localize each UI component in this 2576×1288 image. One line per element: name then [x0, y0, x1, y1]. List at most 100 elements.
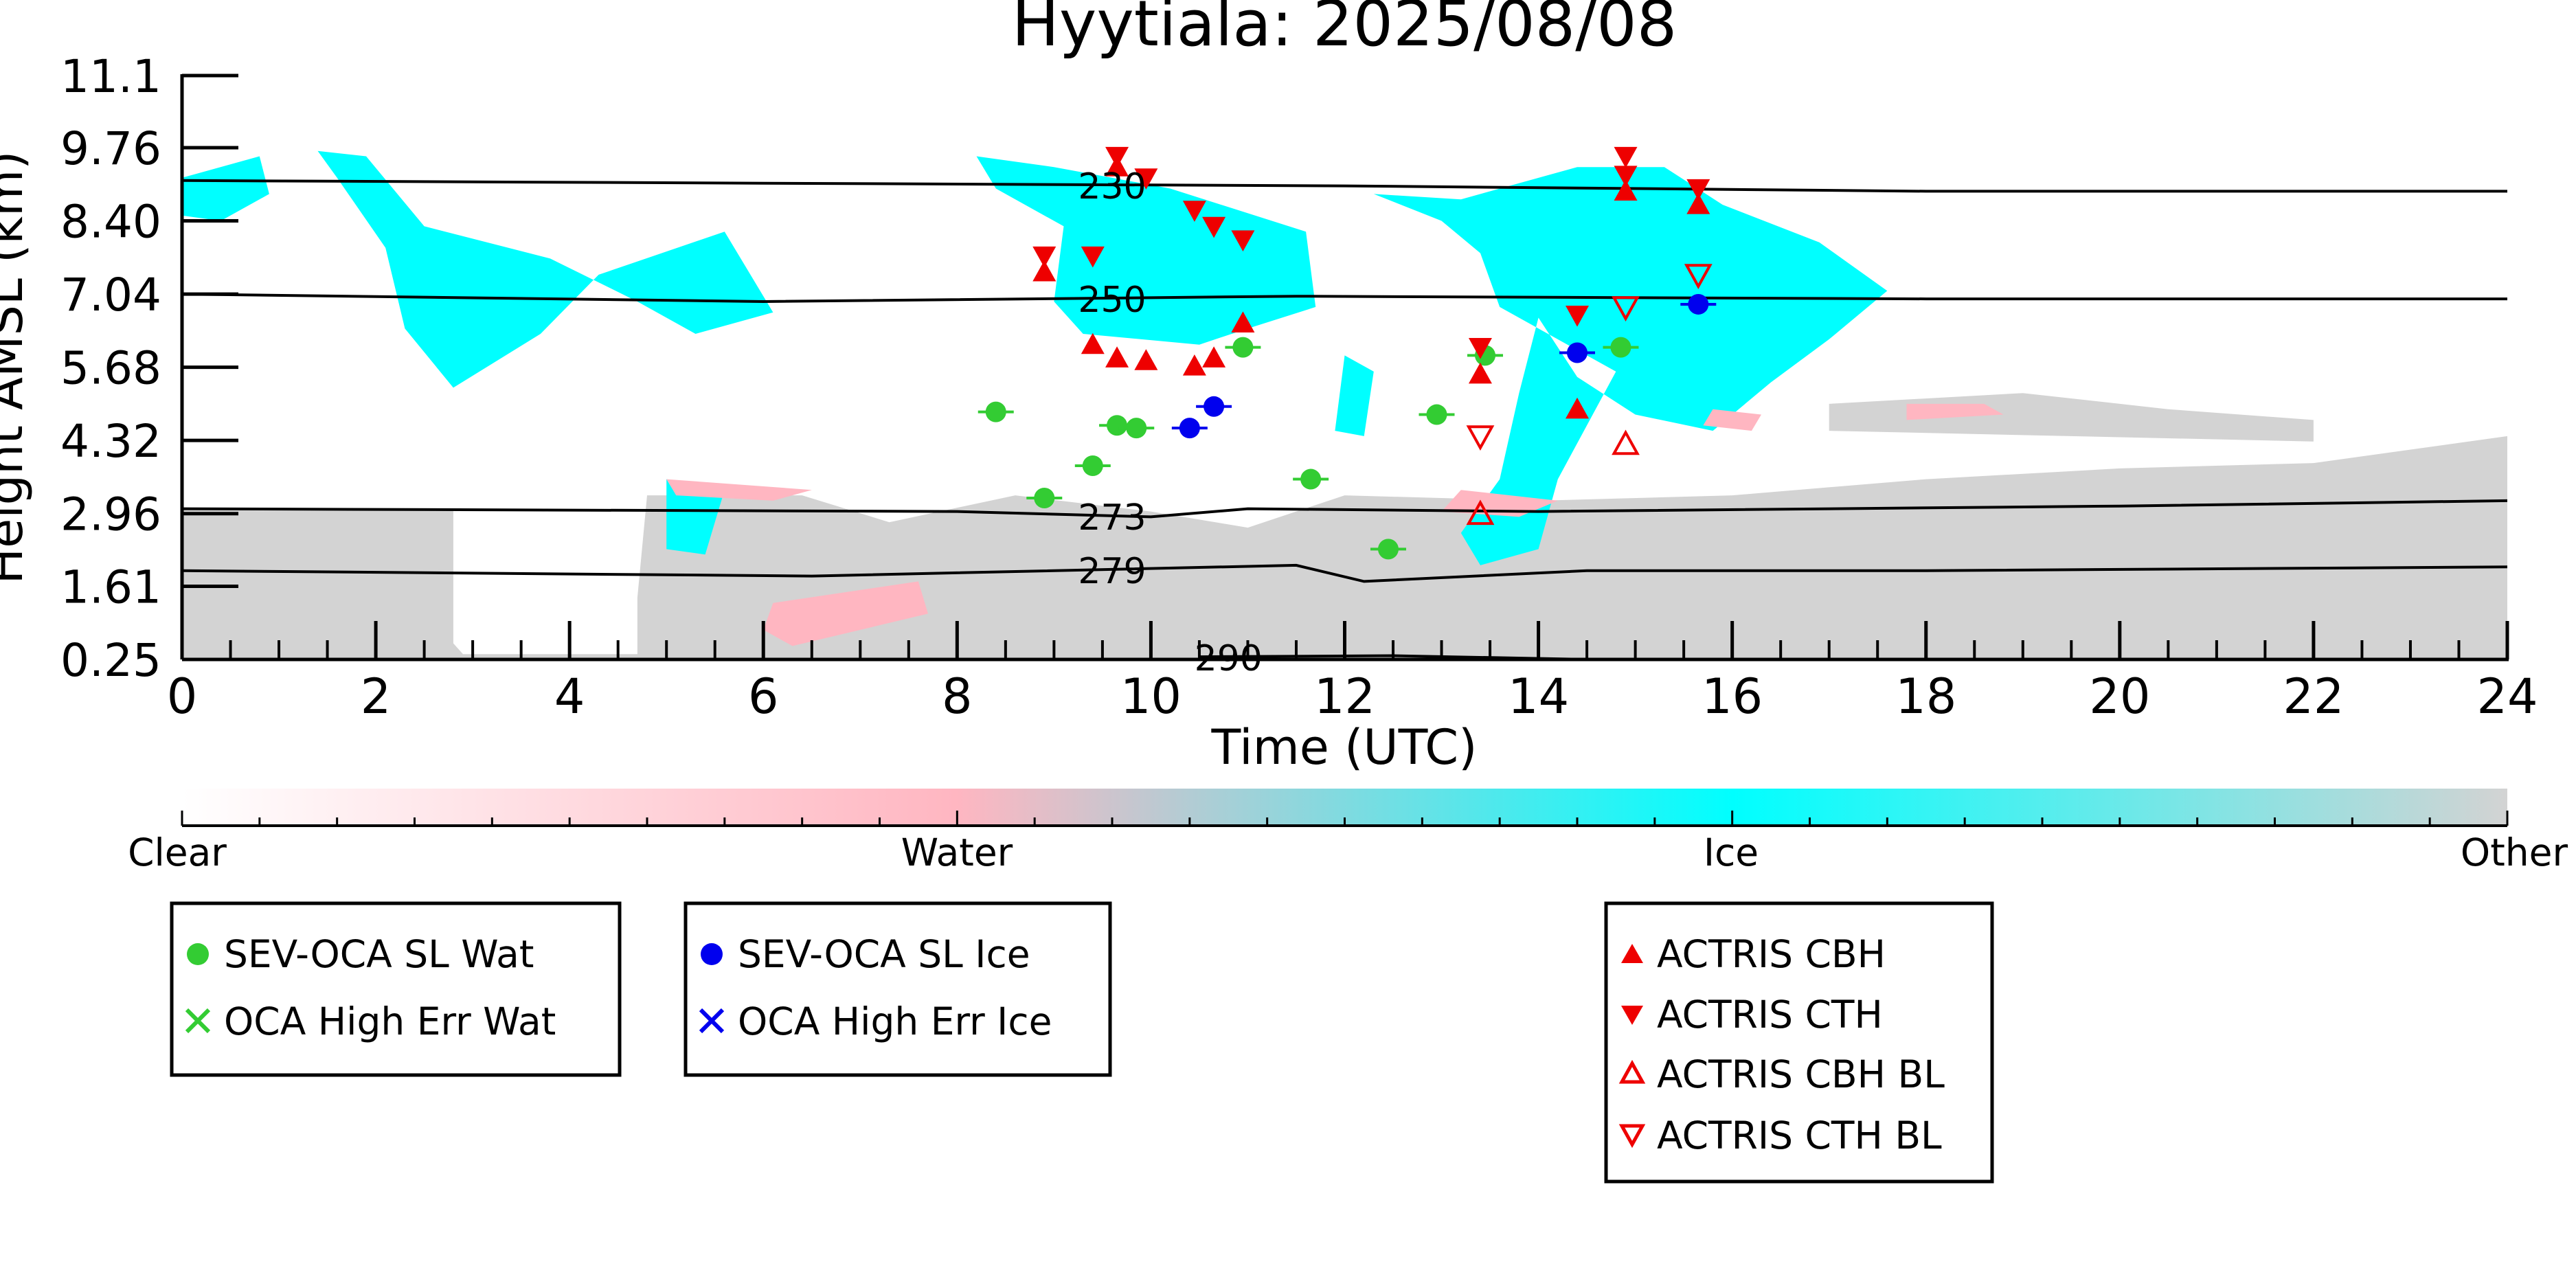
isotherm-line-273: [182, 499, 2507, 519]
actris-cbh-bl-point-0: [1466, 499, 1495, 526]
actris-cth-point-4: [1182, 201, 1206, 222]
water-region-2: [666, 479, 812, 501]
sev-oca-sl-wat-point-2: [1082, 455, 1103, 476]
cloud-phase-field: [182, 150, 2507, 659]
observation-markers: [978, 146, 1717, 560]
y-tick-label-6: 8.40: [60, 196, 161, 249]
actris-cbh-point-9: [1566, 397, 1589, 419]
legend-sev-oca-ice-marker: [701, 943, 723, 965]
legend-actris: ACTRIS CBH ACTRIS CTH ACTRIS CBH BL ACTR…: [1604, 901, 1994, 1184]
actris-cth-point-1: [1081, 246, 1105, 268]
sev-oca-sl-ice-point-0: [1179, 418, 1200, 439]
actris-cth-point-5: [1202, 216, 1226, 238]
actris-cth-point-8: [1566, 306, 1589, 327]
actris-cbh-point-5: [1182, 354, 1206, 376]
y-tick-label-0: 0.25: [60, 634, 161, 687]
legend-actris-cbh-bl-marker: [1618, 1059, 1646, 1084]
y-tick-label-5: 7.04: [60, 269, 161, 321]
actris-cbh-point-11: [1686, 193, 1710, 214]
legend-ice-box: [683, 901, 1112, 1077]
x-tick-label-20: 20: [2089, 668, 2150, 725]
actris-cth-bl-point-2: [1684, 264, 1713, 289]
x-tick-label-18: 18: [1895, 668, 1956, 725]
axes: 0 2 4 6 8 10 12 14 16 18 20 22 240.251.612.964.325.6…: [60, 50, 2538, 725]
y-axis-label: Height AMSL (km): [0, 151, 34, 585]
isotherm-line-230: [182, 179, 2507, 193]
isotherm-label-273: 273: [1078, 497, 1146, 539]
actris-cbh-point-1: [1081, 332, 1105, 354]
isotherm-label-230: 230: [1078, 166, 1146, 207]
colorbar-ticks: [181, 811, 2509, 827]
sev-oca-sl-ice-point-3: [1688, 293, 1709, 315]
colorbar: Clear Water Ice Other: [128, 789, 2568, 874]
actris-cth-point-9: [1614, 146, 1638, 168]
sev-oca-sl-ice-point-2: [1567, 342, 1588, 363]
legend-actris-cth-bl-label: ACTRIS CTH BL: [1657, 1114, 1942, 1157]
actris-cth-point-2: [1105, 146, 1129, 168]
x-tick-label-0: 0: [167, 668, 198, 725]
colorbar-label-water: Water: [901, 831, 1013, 874]
other-region-1: [1829, 393, 2314, 442]
y-tick-label-2: 2.96: [60, 488, 161, 541]
sev-oca-sl-wat-point-0: [985, 401, 1006, 422]
x-tick-label-2: 2: [361, 668, 392, 725]
ice-region-1: [317, 150, 773, 388]
y-tick-label-1: 1.61: [60, 561, 161, 613]
legend-sev-oca-ice-label: SEV-OCA SL Ice: [738, 932, 1030, 976]
ice-region-4: [666, 479, 725, 555]
legend-oca-high-err-ice-label: OCA High Err Ice: [738, 999, 1052, 1043]
sev-oca-sl-wat-point-1: [1034, 487, 1055, 508]
actris-cth-point-7: [1468, 338, 1492, 359]
isotherm-label-250: 250: [1078, 280, 1146, 321]
colorbar-label-clear: Clear: [128, 831, 227, 874]
actris-cth-bl-point-0: [1466, 425, 1495, 451]
legend-actris-cth-marker: [1621, 1006, 1643, 1025]
legend-oca-high-err-wat-label: OCA High Err Wat: [224, 999, 556, 1043]
y-tick-label-3: 4.32: [60, 415, 161, 468]
actris-cth-bl-point-1: [1612, 296, 1640, 321]
actris-cbh-point-7: [1231, 311, 1255, 332]
sev-oca-sl-wat-point-7: [1377, 539, 1399, 560]
x-axis-label: Time (UTC): [1211, 719, 1478, 776]
x-tick-label-8: 8: [942, 668, 973, 725]
colorbar-label-ice: Ice: [1704, 831, 1759, 874]
sev-oca-sl-wat-point-8: [1426, 404, 1447, 425]
legend-sev-oca-wat-marker: [187, 943, 209, 965]
legend-actris-cth-bl-marker: [1618, 1124, 1646, 1149]
sev-oca-sl-ice-point-1: [1204, 396, 1225, 417]
sev-oca-sl-wat-point-4: [1126, 418, 1147, 439]
y-tick-label-8: 11.1: [60, 50, 161, 103]
legend-oca-high-err-wat-marker: [185, 1008, 211, 1034]
x-tick-label-4: 4: [554, 668, 585, 725]
x-tick-label-12: 12: [1314, 668, 1375, 725]
sev-oca-sl-wat-point-5: [1232, 337, 1254, 358]
legend-water-box: [170, 901, 622, 1077]
legend-actris-box: [1604, 901, 1994, 1184]
actris-cth-point-10: [1614, 166, 1638, 187]
actris-cth-point-6: [1231, 230, 1255, 251]
legend-actris-cbh-bl-label: ACTRIS CBH BL: [1657, 1052, 1945, 1096]
x-tick-label-10: 10: [1120, 668, 1182, 725]
sev-oca-sl-wat-point-6: [1300, 468, 1322, 490]
isotherm-line-279: [182, 563, 2507, 583]
x-tick-label-22: 22: [2283, 668, 2344, 725]
legend-water: SEV-OCA SL Wat OCA High Err Wat: [170, 901, 622, 1077]
actris-cbh-point-0: [1032, 260, 1057, 282]
actris-cbh-point-3: [1105, 346, 1129, 368]
x-tick-label-24: 24: [2476, 668, 2538, 725]
actris-cth-point-0: [1032, 246, 1057, 268]
y-tick-label-4: 5.68: [60, 342, 161, 395]
x-tick-label-6: 6: [748, 668, 779, 725]
water-region-4: [1906, 403, 2004, 420]
ice-region-5: [1335, 355, 1374, 436]
ice-region-3: [1373, 167, 1888, 565]
colorbar-label-other: Other: [2461, 831, 2568, 874]
chart-title: Hyytiala: 2025/08/08: [1012, 0, 1677, 60]
isotherm-line-250: [182, 293, 2507, 304]
sev-oca-sl-wat-point-10: [1610, 337, 1631, 358]
y-tick-label-7: 9.76: [60, 122, 161, 175]
water-region-0: [763, 581, 928, 646]
x-tick-label-14: 14: [1508, 668, 1569, 725]
